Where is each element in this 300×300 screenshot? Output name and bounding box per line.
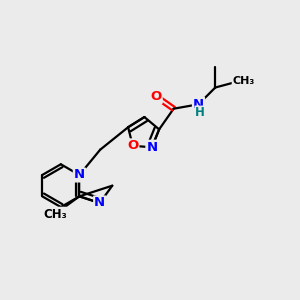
Text: H: H (195, 106, 205, 119)
Text: N: N (146, 141, 158, 154)
Text: N: N (193, 98, 204, 111)
Text: O: O (151, 90, 162, 103)
Text: N: N (74, 169, 85, 182)
Text: CH₃: CH₃ (232, 76, 255, 85)
Text: CH₃: CH₃ (43, 208, 67, 221)
Text: N: N (94, 196, 105, 209)
Text: O: O (127, 140, 138, 152)
